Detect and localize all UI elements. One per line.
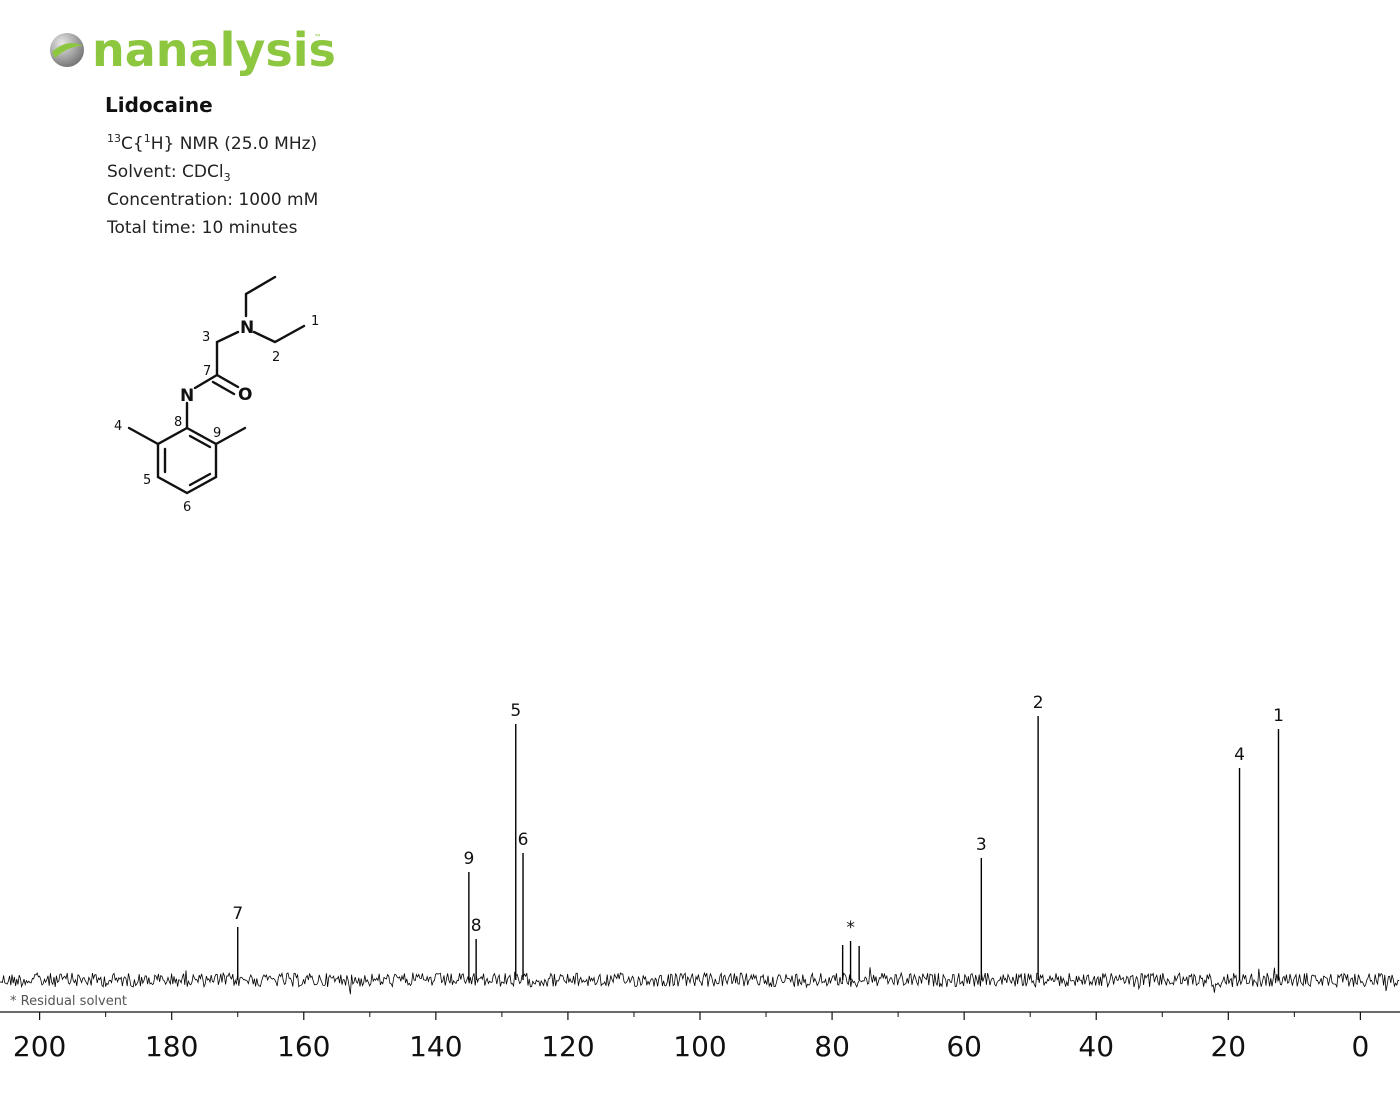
atom-number: 1 bbox=[311, 314, 319, 329]
bond bbox=[188, 434, 212, 449]
peak-label: * bbox=[846, 918, 855, 938]
peak-label: 7 bbox=[232, 904, 243, 924]
logo-mark: ™ bbox=[314, 33, 322, 42]
bond bbox=[211, 380, 236, 396]
bond bbox=[214, 426, 247, 446]
info-line: Concentration: 1000 mM bbox=[107, 190, 318, 210]
bond bbox=[127, 426, 160, 446]
peak-label: 8 bbox=[471, 916, 482, 936]
spectrum-chart: 0 20 40 60 80 100 120 140 160 180 200 7 9 8 5 6 * 3 2 4 1 * R… bbox=[0, 693, 1400, 1063]
baseline-noise bbox=[0, 967, 1400, 995]
info-line: Solvent: CDCl3 bbox=[107, 162, 231, 184]
atom-number: 4 bbox=[114, 419, 122, 434]
info-line: Total time: 10 minutes bbox=[106, 218, 298, 238]
atom-number: 5 bbox=[143, 473, 151, 488]
peak-label: 6 bbox=[518, 830, 529, 850]
peak-label: 5 bbox=[510, 701, 521, 721]
atom-label: N bbox=[180, 386, 194, 406]
info-segment: Solvent: CDCl bbox=[107, 162, 224, 182]
annotation: * Residual solvent bbox=[10, 994, 127, 1009]
logo: nanalysis ™ bbox=[50, 23, 336, 77]
bond bbox=[193, 373, 219, 390]
x-tick-label: 20 bbox=[1210, 1030, 1246, 1063]
peak-label: 9 bbox=[463, 849, 474, 869]
peak-label: 1 bbox=[1273, 706, 1284, 726]
atom-number: 3 bbox=[202, 330, 210, 345]
info-segment: H} NMR (25.0 MHz) bbox=[151, 134, 318, 154]
logo-swoosh bbox=[52, 43, 83, 58]
x-tick-label: 60 bbox=[946, 1030, 982, 1063]
x-tick-label: 100 bbox=[673, 1030, 726, 1063]
atom-number: 2 bbox=[272, 350, 280, 365]
x-tick-label: 160 bbox=[277, 1030, 330, 1063]
bond bbox=[188, 472, 212, 487]
x-tick-label: 80 bbox=[814, 1030, 850, 1063]
bond bbox=[215, 373, 240, 389]
x-tick-label: 180 bbox=[145, 1030, 198, 1063]
x-tick-label: 140 bbox=[409, 1030, 462, 1063]
structure: N N O 1 2 3 4 5 6 7 8 9 bbox=[114, 275, 319, 515]
atom-number: 6 bbox=[183, 500, 191, 515]
info-segment: C{ bbox=[121, 134, 144, 154]
peak-label: 2 bbox=[1033, 693, 1044, 713]
bond bbox=[244, 275, 277, 318]
logo-text: nanalysis bbox=[92, 23, 336, 77]
experiment-info: 13C{1H} NMR (25.0 MHz) Solvent: CDCl3 Conc… bbox=[106, 132, 318, 238]
info-segment: Total time: 10 minutes bbox=[106, 218, 298, 238]
atom-number: 9 bbox=[213, 426, 221, 441]
atom-label: O bbox=[238, 385, 252, 405]
atom-number: 7 bbox=[203, 364, 211, 379]
x-tick-label: 0 bbox=[1351, 1030, 1369, 1063]
compound-title: Lidocaine bbox=[105, 93, 213, 117]
x-tick-label: 200 bbox=[13, 1030, 66, 1063]
info-line: 13C{1H} NMR (25.0 MHz) bbox=[107, 132, 317, 154]
bond bbox=[215, 330, 240, 377]
x-tick-label: 120 bbox=[541, 1030, 594, 1063]
atom-label: N bbox=[240, 318, 254, 338]
ring bbox=[156, 426, 218, 495]
peak-label: 4 bbox=[1234, 745, 1245, 765]
x-tick-label: 40 bbox=[1078, 1030, 1114, 1063]
atom-number: 8 bbox=[174, 415, 182, 430]
info-segment: 13 bbox=[107, 132, 121, 145]
bond bbox=[252, 324, 306, 344]
info-segment: 1 bbox=[144, 132, 151, 145]
info-segment: 3 bbox=[224, 171, 231, 184]
logo-ball bbox=[50, 33, 84, 67]
peak-label: 3 bbox=[976, 835, 987, 855]
info-segment: Concentration: 1000 mM bbox=[107, 190, 318, 210]
